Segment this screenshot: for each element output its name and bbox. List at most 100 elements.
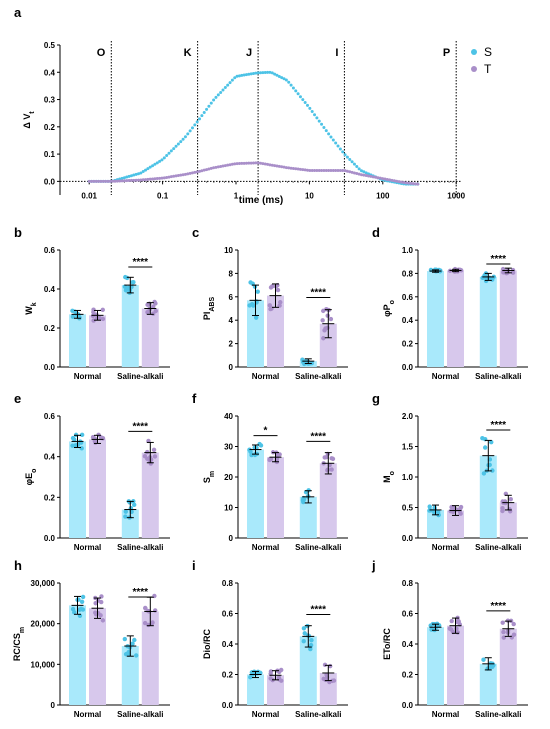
data-point: [328, 316, 334, 322]
data-point: [371, 175, 375, 179]
data-point: [179, 140, 183, 144]
data-point: [200, 169, 204, 173]
chart-panel-c: c 0 2 4 6 8 10 PIABS Normal Saline-alkali ****: [192, 225, 348, 381]
data-point: [167, 175, 171, 179]
significance-label: ****: [133, 257, 149, 268]
data-point: [385, 177, 389, 181]
panel-label-h: h: [14, 558, 22, 573]
data-point: [249, 161, 253, 165]
data-point: [294, 89, 298, 93]
data-point: [237, 162, 241, 166]
data-point: [214, 165, 218, 169]
data-point: [276, 677, 282, 682]
data-point: [136, 178, 140, 182]
data-point: [122, 636, 128, 642]
data-point: [153, 162, 157, 166]
data-point: [162, 156, 166, 160]
data-point: [155, 161, 159, 165]
data-point: [310, 110, 314, 114]
data-point: [223, 164, 227, 168]
data-point: [230, 78, 234, 82]
data-point: [500, 620, 505, 625]
data-point: [341, 168, 345, 172]
significance-label: ****: [311, 287, 327, 298]
x-tick-label: Saline-alkali: [117, 372, 163, 381]
data-point: [78, 606, 84, 611]
data-point: [291, 86, 295, 90]
data-point: [253, 315, 259, 320]
data-point: [248, 280, 253, 285]
y-tick-label: 0: [51, 701, 56, 710]
data-point: [141, 178, 145, 182]
data-point: [343, 169, 347, 173]
y-tick-label: 0.6: [222, 610, 234, 619]
data-point: [129, 178, 133, 182]
data-point: [132, 173, 136, 177]
data-point: [167, 151, 171, 155]
data-point: [256, 161, 260, 165]
data-point: [120, 176, 124, 180]
panel-label-i: i: [192, 558, 196, 573]
data-point: [235, 162, 239, 166]
data-point: [261, 71, 265, 75]
data-point: [308, 642, 314, 648]
data-point: [91, 318, 96, 323]
data-point: [350, 160, 354, 164]
data-point: [327, 168, 331, 172]
data-point: [256, 71, 260, 75]
y-tick-label: 0.4: [402, 316, 414, 325]
data-point: [205, 107, 209, 111]
data-point: [142, 454, 148, 459]
y-tick-label: 10,000: [31, 660, 56, 669]
panel-label-g: g: [372, 391, 380, 406]
data-point: [355, 172, 359, 176]
chart-panel-i: i 0.0 0.2 0.4 0.6 0.8 Dio/RC Normal Saline-alkal…: [192, 558, 348, 719]
bar-S: [247, 449, 264, 538]
data-point: [79, 599, 85, 605]
data-point: [270, 284, 275, 289]
y-tick-label: 0.0: [402, 701, 414, 710]
data-point: [104, 179, 108, 183]
data-point: [202, 111, 206, 115]
data-point: [127, 500, 132, 505]
data-point: [158, 176, 162, 180]
data-point: [483, 278, 489, 284]
data-point: [252, 161, 256, 165]
data-point: [301, 639, 306, 644]
data-point: [501, 629, 506, 635]
data-point: [99, 594, 104, 599]
data-point: [146, 177, 150, 181]
data-point: [248, 449, 253, 454]
data-point: [247, 161, 251, 165]
data-point: [455, 630, 460, 635]
data-point: [99, 179, 103, 183]
bar-S: [427, 271, 444, 367]
data-point: [277, 74, 281, 78]
data-point: [280, 165, 284, 169]
bar-T: [89, 608, 106, 705]
data-point: [338, 147, 342, 151]
data-point: [216, 165, 220, 169]
data-point: [413, 182, 417, 186]
data-point: [228, 81, 232, 85]
data-point: [381, 177, 385, 181]
data-point: [364, 171, 368, 175]
data-point: [317, 168, 321, 172]
y-tick-label: 0: [229, 534, 234, 543]
data-point: [303, 168, 307, 172]
data-point: [322, 168, 326, 172]
data-point: [313, 113, 317, 117]
data-point: [151, 311, 156, 316]
data-point: [179, 173, 183, 177]
data-point: [181, 173, 185, 177]
y-axis-label: Sm: [202, 471, 216, 483]
data-point: [305, 168, 309, 172]
y-tick-label: 0.6: [44, 412, 56, 421]
data-point: [122, 176, 126, 180]
data-point: [367, 174, 371, 178]
data-point: [249, 452, 254, 458]
data-point: [278, 300, 283, 305]
x-axis-label: time (ms): [239, 195, 283, 206]
series-T: [87, 161, 420, 186]
data-point: [198, 169, 202, 173]
